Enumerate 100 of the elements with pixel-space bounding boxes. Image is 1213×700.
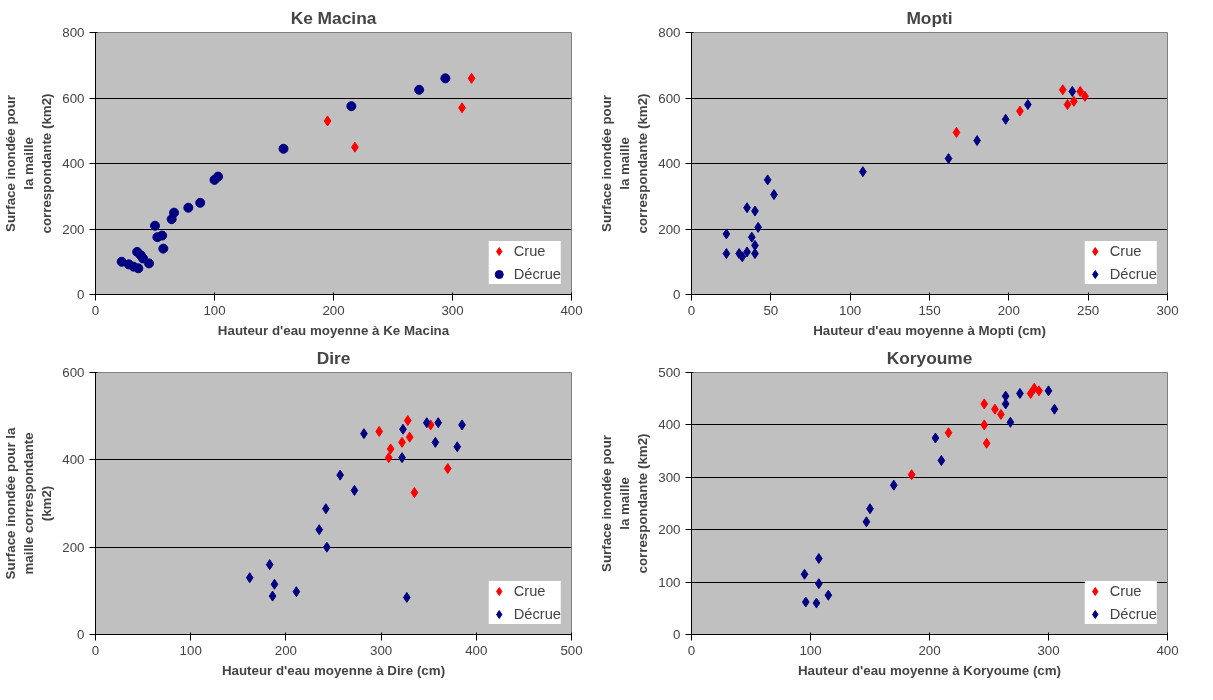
x-tick-label: 100 [203, 302, 226, 318]
legend-label: Décrue [513, 266, 561, 282]
y-tick-label: 200 [62, 539, 85, 555]
x-tick-label: 400 [465, 642, 488, 658]
point [980, 398, 989, 410]
point [245, 572, 254, 584]
x-tick-label: 300 [369, 642, 393, 658]
point [422, 417, 431, 429]
point [414, 84, 425, 95]
point [907, 469, 916, 481]
point [278, 143, 289, 154]
y-tick-label: 400 [658, 156, 681, 171]
x-tick-label: 0 [91, 642, 100, 658]
point [434, 417, 443, 429]
point [1044, 385, 1053, 397]
point [801, 596, 810, 608]
y-axis-title: Surface inondée pour la maille correspondante (km2) [3, 93, 55, 234]
chart-title: Ke Macina [290, 7, 377, 28]
x-tick-label: 300 [1037, 642, 1060, 658]
point [410, 487, 419, 499]
y-tick-label: 400 [62, 156, 85, 171]
y-tick-label: 400 [62, 452, 85, 468]
y-tick-label: 0 [673, 627, 681, 642]
point [1050, 403, 1059, 415]
legend-label: Crue [1109, 583, 1142, 599]
point [1076, 85, 1085, 97]
point [384, 452, 393, 464]
legend-label: Décrue [1109, 606, 1157, 622]
point [405, 431, 414, 443]
point [157, 230, 168, 241]
point [323, 115, 332, 127]
x-tick-label: 200 [322, 302, 345, 318]
x-tick-label: 300 [441, 302, 464, 318]
point [738, 251, 747, 263]
y-tick-label: 300 [658, 469, 681, 485]
x-tick-label: 400 [560, 302, 583, 318]
point [403, 415, 412, 427]
point [824, 589, 833, 601]
point [402, 591, 411, 603]
x-tick-label: 0 [687, 302, 696, 318]
point [467, 72, 476, 84]
x-tick-label: 100 [839, 302, 862, 318]
point [1063, 99, 1072, 111]
point [1006, 416, 1015, 428]
point [315, 524, 324, 536]
x-tick-label: 200 [997, 302, 1020, 318]
point [982, 437, 991, 449]
point [213, 171, 224, 182]
point [763, 174, 772, 186]
point [375, 425, 384, 437]
point [440, 73, 451, 84]
x-axis-title: Hauteur d'eau moyenne à Ke Macina [217, 322, 450, 338]
x-tick-label: 100 [799, 642, 822, 658]
point [144, 258, 155, 269]
x-tick-label: 0 [687, 642, 696, 658]
point [812, 597, 821, 609]
point [169, 207, 180, 218]
y-tick-label: 100 [658, 574, 681, 590]
legend-label: Crue [513, 243, 546, 259]
point [183, 202, 194, 213]
point [292, 586, 301, 598]
point [952, 126, 961, 138]
chart-title: Dire [316, 347, 351, 368]
point [889, 479, 898, 491]
point [431, 436, 440, 448]
y-axis-title: Surface inondée pour la maille correspondante (km2) [3, 427, 55, 580]
y-tick-label: 800 [658, 25, 681, 40]
point [346, 101, 357, 112]
point [133, 263, 144, 274]
x-tick-label: 200 [918, 642, 941, 658]
y-tick-label: 0 [77, 287, 85, 302]
chart-title: Mopti [906, 7, 953, 28]
chart-title: Koryoume [886, 347, 973, 368]
y-tick-label: 200 [658, 522, 681, 538]
point [350, 484, 359, 496]
point [270, 578, 279, 590]
point [386, 443, 395, 455]
y-tick-label: 200 [658, 221, 681, 237]
x-tick-label: 400 [1156, 642, 1179, 658]
point [747, 231, 756, 243]
point [980, 419, 989, 431]
point [265, 559, 274, 571]
x-axis-title: Hauteur d'eau moyenne à Koryoume (cm) [797, 662, 1062, 678]
x-tick-label: 50 [763, 302, 779, 318]
legend-label: Décrue [1109, 266, 1157, 282]
y-tick-label: 600 [658, 90, 681, 106]
point [158, 243, 169, 254]
point [1058, 84, 1067, 96]
x-tick-label: 200 [274, 642, 298, 658]
legend-label: Crue [513, 583, 546, 599]
point [268, 590, 277, 602]
point [800, 568, 809, 580]
point [195, 197, 206, 208]
point [1001, 113, 1010, 125]
point [937, 455, 946, 467]
point [862, 516, 871, 528]
y-tick-label: 400 [658, 417, 681, 433]
point [1001, 390, 1010, 402]
x-tick-label: 100 [179, 642, 202, 658]
legend-label: Crue [1109, 243, 1142, 259]
